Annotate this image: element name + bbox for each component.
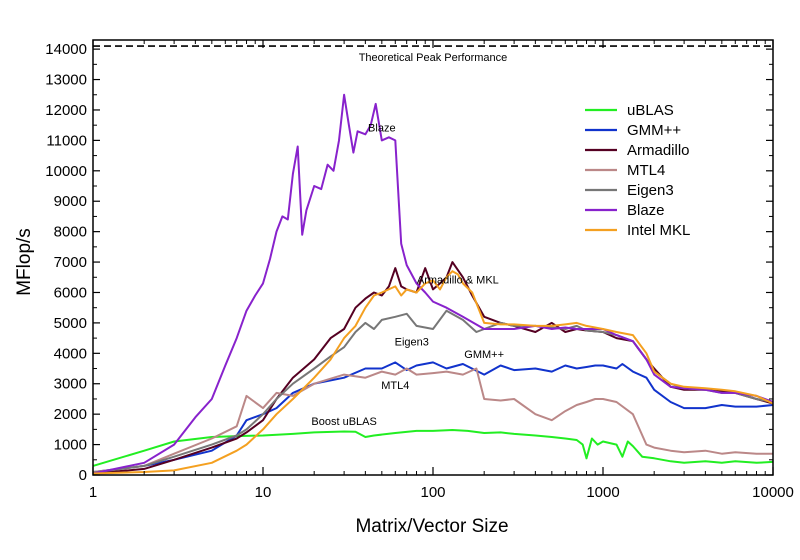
annotation-label: Boost uBLAS xyxy=(311,416,376,428)
legend-label-blaze: Blaze xyxy=(627,202,665,219)
series-line-gmm- xyxy=(92,361,774,473)
series-lines xyxy=(92,93,774,475)
y-tick-label: 4000 xyxy=(54,345,87,362)
peak-performance-label: Theoretical Peak Performance xyxy=(359,52,508,64)
annotation-label: Eigen3 xyxy=(395,337,429,349)
annotation-label: Armadillo & MKL xyxy=(417,274,499,286)
legend-label-eigen3: Eigen3 xyxy=(627,182,674,199)
legend: uBLAS GMM++ Armadillo MTL4 Eigen3 Blaze Intel … xyxy=(585,102,690,239)
y-tick-label: 13000 xyxy=(45,72,87,89)
legend-label-armadillo: Armadillo xyxy=(627,142,690,159)
x-axis-title: Matrix/Vector Size xyxy=(355,516,508,537)
y-axis-title: MFlop/s xyxy=(14,228,35,296)
series-line-ublas xyxy=(92,429,774,467)
series-line-eigen3 xyxy=(92,309,774,474)
legend-label-gmm-: GMM++ xyxy=(627,122,681,139)
annotation-label: Blaze xyxy=(368,122,396,134)
series-line-armadillo xyxy=(92,261,774,475)
y-tick-label: 12000 xyxy=(45,102,87,119)
legend-label-ublas: uBLAS xyxy=(627,102,674,119)
legend-label-mtl4: MTL4 xyxy=(627,162,665,179)
axes: 0 1000 2000 3000 4000 5000 6000 7000 8000 9000 100… xyxy=(45,39,794,501)
plot-area: Theoretical Peak Performance xyxy=(93,45,773,64)
y-tick-label: 11000 xyxy=(46,132,87,149)
x-tick-label: 10000 xyxy=(752,484,794,501)
y-tick-label: 5000 xyxy=(54,315,87,332)
series-line-mtl4 xyxy=(92,367,773,473)
y-tick-label: 14000 xyxy=(45,41,87,58)
y-tick-label: 2000 xyxy=(54,406,87,423)
y-tick-label: 1000 xyxy=(54,437,87,454)
series-line-intel-mkl xyxy=(92,270,774,475)
y-tick-label: 7000 xyxy=(54,254,87,271)
series-line-blaze xyxy=(92,93,774,475)
x-tick-label: 1000 xyxy=(586,484,619,501)
x-tick-label: 1 xyxy=(89,484,97,501)
x-tick-label: 100 xyxy=(420,484,445,501)
y-tick-label: 3000 xyxy=(54,376,87,393)
y-tick-label: 9000 xyxy=(54,193,87,210)
y-tick-label: 6000 xyxy=(54,284,87,301)
y-tick-label: 10000 xyxy=(45,163,87,180)
annotation-label: GMM++ xyxy=(464,349,504,361)
y-tick-label: 0 xyxy=(79,467,87,484)
legend-label-intel-mkl: Intel MKL xyxy=(627,222,690,239)
y-tick-label: 8000 xyxy=(54,224,87,241)
annotations: Blaze Armadillo & MKL Eigen3 GMM++ MTL4 Boost… xyxy=(311,122,504,428)
annotation-label: MTL4 xyxy=(381,380,409,392)
x-tick-label: 10 xyxy=(255,484,272,501)
